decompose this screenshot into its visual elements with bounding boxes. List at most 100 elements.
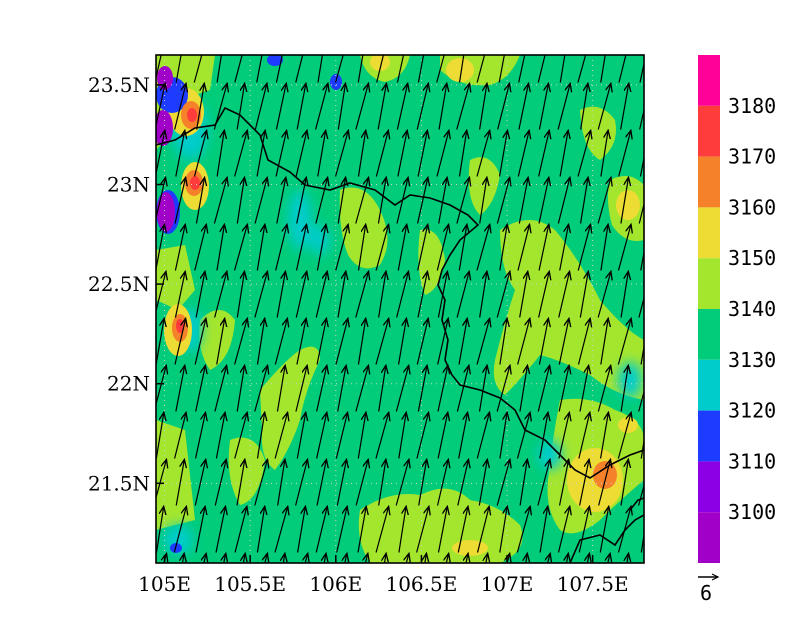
wind-arrow [335, 226, 348, 271]
wind-arrow [600, 320, 608, 365]
colorbar: 3180 3170 3160 3150 3140 3130 3120 3110 3100 [698, 55, 776, 563]
wind-arrow [234, 508, 247, 553]
wind-arrow [214, 273, 227, 318]
wind-arrow [496, 367, 510, 412]
wind-arrow [355, 179, 368, 224]
wind-arrow [295, 461, 308, 506]
wind-arrow [577, 132, 590, 177]
wind-arrow [357, 55, 364, 83]
wind-arrow [456, 367, 468, 412]
wind-arrow [517, 226, 529, 271]
wind-arrow [557, 85, 570, 130]
wind-arrow [417, 273, 427, 318]
wind-arrow [518, 179, 528, 224]
wind-arrow [275, 55, 283, 83]
wind-arrow [315, 85, 328, 130]
wind-arrow [234, 132, 247, 177]
wind-arrow [516, 508, 529, 553]
wind-arrow [397, 226, 406, 271]
wind-arrow [214, 367, 226, 412]
wind-arrow [316, 461, 326, 506]
wind-arrow [620, 461, 628, 506]
wind-arrow [496, 461, 509, 506]
wind-arrow [254, 461, 267, 506]
wind-arrow [558, 320, 568, 365]
wind-arrow [456, 179, 469, 224]
wind-arrow [419, 555, 426, 563]
wind-arrow [620, 273, 628, 318]
wind-arrow [195, 508, 205, 553]
wind-arrow [538, 320, 548, 365]
wind-arrow [317, 55, 324, 83]
wind-arrow [579, 179, 588, 224]
wind-arrow [355, 461, 368, 506]
wind-arrow [539, 508, 547, 553]
wind-arrow [458, 55, 465, 83]
colorbar-label: 3140 [728, 297, 776, 321]
wind-arrow [357, 320, 365, 365]
wind-arrow [639, 107, 644, 130]
colorbar-label: 3110 [728, 449, 776, 473]
wind-arrow [538, 226, 548, 271]
wind-arrow [375, 414, 388, 459]
wind-arrow [357, 132, 365, 177]
wind-arrow [438, 85, 447, 130]
wind-arrow [620, 179, 628, 224]
wind-arrow [214, 461, 226, 506]
wind-arrow [396, 85, 407, 130]
wind-arrow [215, 508, 225, 553]
wind-arrow [375, 132, 388, 177]
wind-arrow [579, 461, 589, 506]
wind-arrow [378, 367, 386, 412]
wind-arrow [254, 179, 267, 224]
wind-arrow [538, 132, 549, 177]
wind-arrow [213, 85, 226, 130]
wind-arrow [499, 414, 507, 459]
wind-arrow [337, 367, 346, 412]
wind-arrow [236, 273, 244, 318]
wind-arrow [458, 226, 466, 271]
wind-arrow [295, 226, 307, 271]
wind-arrow [558, 273, 569, 318]
wind-arrow [274, 508, 287, 553]
wind-arrow [418, 461, 427, 506]
reference-vector-label: 6 [700, 581, 712, 605]
wind-arrow [236, 367, 244, 412]
wind-arrow [478, 367, 487, 412]
wind-arrow [539, 414, 548, 459]
wind-arrow [396, 179, 408, 224]
wind-arrow [398, 414, 406, 459]
colorbar-label: 3130 [728, 348, 776, 372]
wind-arrow [379, 555, 386, 563]
wind-arrow [195, 179, 204, 224]
wind-arrow [476, 132, 489, 177]
wind-arrow [335, 132, 348, 177]
wind-arrow [620, 367, 628, 412]
wind-arrow [357, 414, 365, 459]
wind-arrow [558, 414, 569, 459]
reference-vector: 6 [698, 573, 720, 605]
wind-arrow [579, 367, 588, 412]
wind-arrow [296, 414, 305, 459]
wind-arrow [580, 85, 588, 130]
wind-arrow [640, 320, 644, 365]
wind-arrow [436, 226, 448, 271]
wind-arrow [538, 85, 548, 130]
wind-arrow [376, 55, 385, 83]
wind-arrow [639, 60, 644, 83]
wind-arrow [355, 85, 368, 130]
wind-arrow [375, 226, 388, 271]
plot-frame [155, 54, 645, 564]
wind-arrow [537, 55, 546, 83]
colorbar-label: 3100 [728, 500, 776, 524]
wind-arrow [538, 179, 549, 224]
wind-arrow [336, 508, 347, 553]
x-axis: 105E 105.5E 106E 106.5E 107E 107.5E [138, 555, 629, 596]
wind-arrow [236, 461, 245, 506]
wind-arrow [234, 320, 247, 365]
colorbar-label: 3150 [728, 246, 776, 270]
wind-arrow [357, 226, 366, 271]
wind-arrow [640, 249, 644, 271]
wind-arrow [538, 273, 549, 318]
wind-arrow [176, 555, 183, 563]
